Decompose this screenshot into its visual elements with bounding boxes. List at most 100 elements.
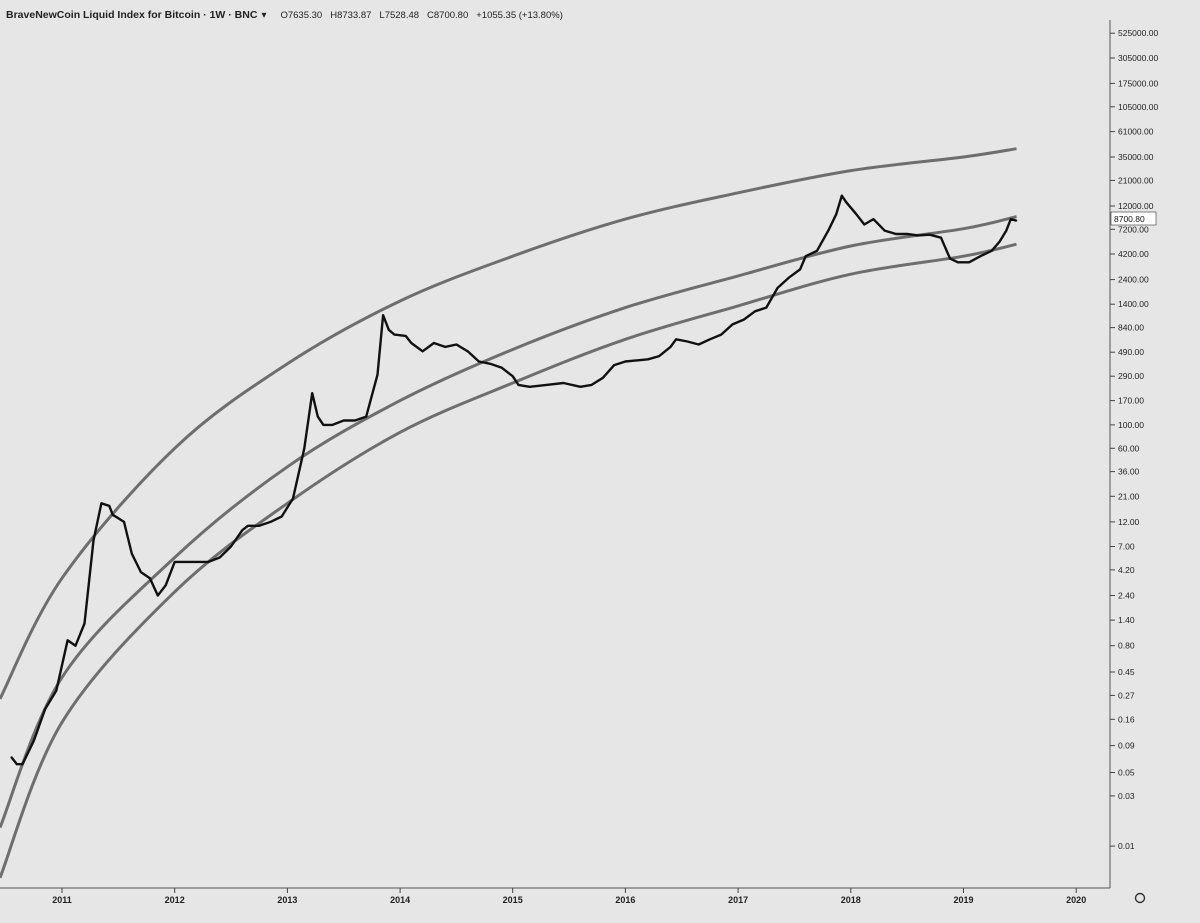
price-point bbox=[579, 386, 582, 388]
price-point bbox=[686, 340, 689, 343]
x-tick-label: 2016 bbox=[615, 895, 635, 905]
price-point bbox=[917, 234, 920, 237]
price-point bbox=[675, 338, 677, 341]
price-point bbox=[74, 644, 77, 647]
price-point bbox=[311, 392, 314, 395]
price-point bbox=[303, 447, 306, 450]
y-tick-label: 12.00 bbox=[1118, 517, 1140, 527]
gear-icon[interactable] bbox=[1134, 892, 1146, 904]
price-point bbox=[218, 556, 221, 559]
high-value: H8733.87 bbox=[330, 9, 372, 21]
low-value: L7528.48 bbox=[379, 9, 420, 21]
price-point bbox=[444, 346, 446, 348]
y-tick-label: 4200.00 bbox=[1118, 249, 1149, 259]
chevron-down-icon[interactable]: ▾ bbox=[261, 9, 267, 21]
price-point bbox=[528, 386, 531, 388]
price-point bbox=[517, 384, 520, 386]
price-point bbox=[83, 622, 86, 625]
band-curve-0 bbox=[0, 147, 1017, 700]
y-tick-label: 290.00 bbox=[1118, 371, 1144, 381]
price-point bbox=[845, 201, 848, 204]
price-point bbox=[269, 521, 272, 523]
current-price-tag: 8700.80 bbox=[1110, 211, 1157, 226]
price-point bbox=[157, 594, 159, 597]
change-value: +1055.35 (+13.80%) bbox=[476, 9, 563, 21]
price-point bbox=[55, 689, 58, 692]
price-point bbox=[1005, 229, 1008, 232]
price-point bbox=[131, 552, 133, 555]
price-tag-label: 8700.80 bbox=[1114, 214, 1145, 224]
price-point bbox=[872, 218, 875, 220]
y-tick-label: 2400.00 bbox=[1118, 275, 1149, 285]
price-point bbox=[92, 539, 95, 542]
price-point bbox=[247, 525, 249, 527]
price-point bbox=[317, 415, 319, 418]
price-point bbox=[292, 497, 294, 500]
price-point bbox=[185, 561, 187, 563]
price-point bbox=[624, 360, 627, 363]
price-point bbox=[489, 363, 492, 365]
x-tick-label: 2017 bbox=[728, 895, 748, 905]
price-point bbox=[511, 375, 514, 378]
y-tick-label: 105000.00 bbox=[1118, 102, 1158, 112]
y-tick-label: 36.00 bbox=[1118, 467, 1140, 477]
price-point bbox=[500, 366, 503, 369]
price-point bbox=[365, 415, 368, 418]
y-tick-label: 60.00 bbox=[1118, 443, 1140, 453]
price-point bbox=[404, 335, 407, 337]
price-point bbox=[388, 329, 390, 331]
price-point bbox=[230, 545, 232, 548]
close-value: C8700.80 bbox=[427, 9, 469, 21]
band-curve-1 bbox=[0, 215, 1017, 829]
x-tick-label: 2012 bbox=[165, 895, 185, 905]
price-point bbox=[720, 333, 722, 336]
price-point bbox=[196, 561, 198, 563]
price-point bbox=[979, 255, 982, 257]
price-point bbox=[827, 229, 830, 232]
x-axis-ticks[interactable]: 2011 2012 2013 2014 2015 2016 2017 2018 2019 2020 bbox=[52, 888, 1086, 905]
y-axis-ticks[interactable]: 525000.00 305000.00 175000.00 105000.00 6100… bbox=[1110, 28, 1158, 851]
price-point bbox=[117, 517, 120, 519]
price-point bbox=[776, 287, 779, 289]
price-point bbox=[44, 708, 46, 710]
price-point bbox=[376, 373, 379, 376]
price-point bbox=[433, 342, 435, 344]
y-tick-label: 0.09 bbox=[1118, 741, 1135, 751]
y-tick-label: 0.27 bbox=[1118, 690, 1135, 700]
y-tick-label: 170.00 bbox=[1118, 396, 1144, 406]
price-point bbox=[863, 223, 866, 226]
y-tick-label: 7.00 bbox=[1118, 542, 1135, 552]
price-point bbox=[241, 529, 244, 531]
y-tick-label: 305000.00 bbox=[1118, 53, 1158, 63]
y-tick-label: 21000.00 bbox=[1118, 175, 1154, 185]
price-point bbox=[788, 276, 790, 279]
price-point bbox=[613, 364, 615, 366]
price-point bbox=[895, 233, 897, 235]
price-point bbox=[743, 318, 745, 321]
price-point bbox=[647, 358, 649, 361]
price-point bbox=[10, 756, 13, 758]
price-point bbox=[393, 333, 396, 336]
price-point bbox=[354, 419, 356, 422]
price-point bbox=[16, 763, 18, 765]
y-tick-label: 0.80 bbox=[1118, 641, 1135, 651]
price-point bbox=[841, 194, 843, 197]
price-point bbox=[100, 502, 103, 505]
x-tick-label: 2020 bbox=[1066, 895, 1086, 905]
y-tick-label: 1400.00 bbox=[1118, 299, 1149, 309]
price-point bbox=[940, 236, 942, 239]
y-tick-label: 100.00 bbox=[1118, 420, 1144, 430]
price-point bbox=[1015, 219, 1018, 222]
y-tick-label: 0.01 bbox=[1118, 841, 1135, 851]
price-point bbox=[602, 377, 604, 379]
price-series bbox=[10, 194, 1018, 766]
price-point bbox=[140, 571, 142, 573]
price-point bbox=[835, 213, 837, 216]
price-point bbox=[421, 350, 424, 353]
price-point bbox=[280, 515, 283, 518]
y-tick-label: 0.03 bbox=[1118, 791, 1135, 801]
y-tick-label: 4.20 bbox=[1118, 565, 1135, 575]
open-value: O7635.30 bbox=[280, 9, 323, 21]
